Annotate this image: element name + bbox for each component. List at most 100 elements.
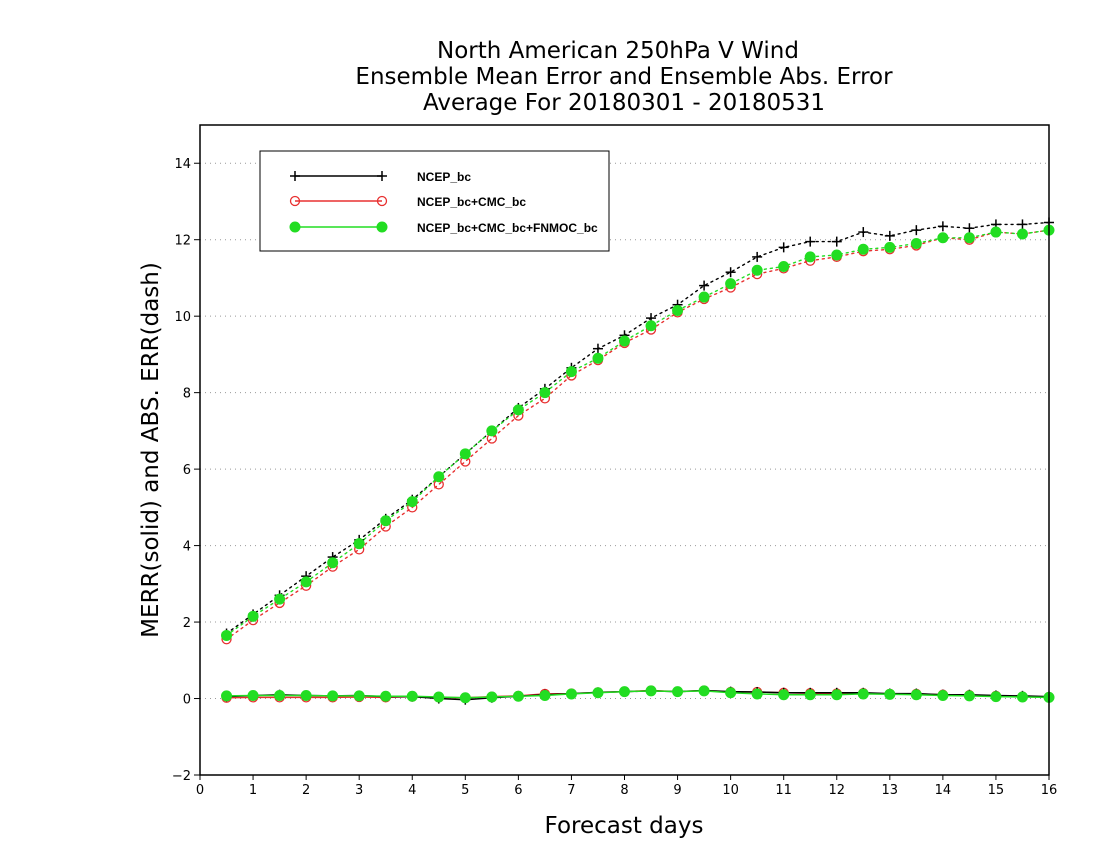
series-2-abs-error-point: [963, 232, 975, 244]
series-2-abs-error-point: [565, 366, 577, 378]
y-tick-label: 2: [183, 616, 191, 631]
series-0-abs-error-point: [592, 343, 603, 354]
y-tick-label: −2: [172, 769, 191, 784]
series-2-mean-error-point: [300, 689, 312, 701]
x-axis-label: Forecast days: [545, 813, 704, 839]
x-tick-label: 5: [461, 783, 469, 798]
series-2-abs-error-point: [459, 448, 471, 460]
series-2-abs-error-point: [512, 404, 524, 416]
series-2-mean-error-point: [327, 690, 339, 702]
series-2-abs-error-point: [406, 496, 418, 508]
series-2-mean-error-point: [672, 686, 684, 698]
series-2-mean-error-point: [645, 685, 657, 697]
x-tick-label: 3: [355, 783, 363, 798]
series-2-abs-error-point: [486, 425, 498, 437]
series-2-mean-error-point: [565, 688, 577, 700]
series-2-abs-error-point: [380, 515, 392, 527]
series-2-mean-error-point: [380, 690, 392, 702]
series-2-abs-error-point: [274, 593, 286, 605]
legend-marker-right: [376, 195, 388, 207]
y-tick-label: 8: [183, 387, 191, 402]
series-2-mean-error-point: [539, 689, 551, 701]
series-2-abs-error-point: [910, 238, 922, 250]
series-0-abs-error-point: [1017, 219, 1028, 230]
y-tick-label: 12: [174, 234, 191, 249]
x-tick-label: 8: [620, 783, 628, 798]
series-0-abs-error-point: [964, 223, 975, 234]
series-2-mean-error-point: [433, 691, 445, 703]
series-2-abs-error-point: [937, 232, 949, 244]
series-2-abs-error-point: [831, 249, 843, 261]
series-2-mean-error-point: [778, 689, 790, 701]
series-2-mean-error-point: [698, 685, 710, 697]
series-2-mean-error-point: [831, 689, 843, 701]
x-tick-label: 9: [673, 783, 681, 798]
series-2-abs-error-point: [884, 241, 896, 253]
series-2-mean-error-point: [725, 687, 737, 699]
series-2-abs-error-point: [619, 335, 630, 347]
series-2-mean-error-point: [884, 688, 896, 700]
x-tick-label: 12: [828, 783, 845, 798]
legend-label: NCEP_bc: [417, 170, 471, 184]
series-0-abs-error-point: [831, 236, 842, 247]
series-0-abs-error-point: [805, 236, 816, 247]
legend-entry-1: NCEP_bc+CMC_bc: [289, 195, 526, 209]
series-2-abs-error-point: [353, 538, 365, 550]
x-tick-label: 1: [249, 783, 257, 798]
series-2-mean-error-point: [963, 690, 975, 702]
series-0-abs-error-point: [699, 280, 710, 291]
series-2-mean-error-point: [990, 691, 1002, 703]
x-tick-label: 16: [1041, 783, 1058, 798]
series-2-abs-error-point: [221, 629, 233, 641]
series-2-mean-error-point: [221, 690, 233, 702]
series-2-abs-error-point: [672, 304, 684, 316]
series-2-mean-error-point: [274, 689, 286, 701]
series-2-mean-error-point: [910, 689, 922, 701]
x-tick-label: 14: [935, 783, 952, 798]
series-2-mean-error-point: [619, 686, 630, 698]
series-2-mean-error-point: [406, 690, 418, 702]
legend-marker-right: [376, 221, 388, 233]
plot-frame: [199, 124, 1050, 776]
legend-entry-0: NCEP_bc: [290, 170, 471, 184]
x-tick-label: 10: [722, 783, 739, 798]
series-1-abs-error-line: [225, 229, 1050, 640]
legend-label: NCEP_bc+CMC_bc+FNMOC_bc: [417, 221, 598, 235]
x-tick-label: 6: [514, 783, 522, 798]
y-tick-label: 14: [174, 157, 191, 172]
series-0-abs-error-point: [937, 221, 948, 232]
series-2-abs-error-point: [645, 320, 657, 332]
series-2-mean-error-point: [486, 691, 498, 703]
y-tick-label: 6: [183, 463, 191, 478]
series-0-abs-error-point: [911, 225, 922, 236]
series-2-abs-error-point: [433, 471, 445, 483]
series-0-abs-error-point: [884, 230, 895, 241]
series-2-mean-error-point: [512, 690, 524, 702]
x-tick-label: 11: [775, 783, 792, 798]
series-2-abs-error-point: [247, 610, 259, 622]
series-2-abs-error-point: [300, 576, 312, 588]
plot-marks: [221, 217, 1055, 705]
series-2-mean-error-point: [247, 689, 259, 701]
series-2-abs-error-line: [225, 229, 1050, 637]
series-2-mean-error-point: [353, 690, 365, 702]
y-tick-label: 4: [183, 540, 191, 555]
legend-marker-left: [290, 171, 300, 181]
series-2-mean-error-point: [857, 688, 869, 700]
series-2-abs-error-point: [804, 251, 816, 263]
series-0-abs-error-line: [225, 221, 1050, 635]
series-0-abs-error-point: [858, 227, 869, 238]
series-2-abs-error-point: [1016, 228, 1028, 240]
chart-title-line-3: Average For 20180301 - 20180531: [423, 90, 825, 116]
series-2-abs-error-point: [778, 260, 790, 272]
series-2-abs-error-point: [725, 278, 737, 290]
series-2-abs-error-point: [751, 264, 763, 276]
series-2-mean-error-point: [1016, 691, 1028, 703]
legend-marker-right: [377, 171, 387, 181]
x-tick-label: 0: [196, 783, 204, 798]
x-tick-label: 13: [882, 783, 899, 798]
series-2-abs-error-point: [990, 226, 1002, 238]
series-2-abs-error-point: [539, 387, 551, 399]
